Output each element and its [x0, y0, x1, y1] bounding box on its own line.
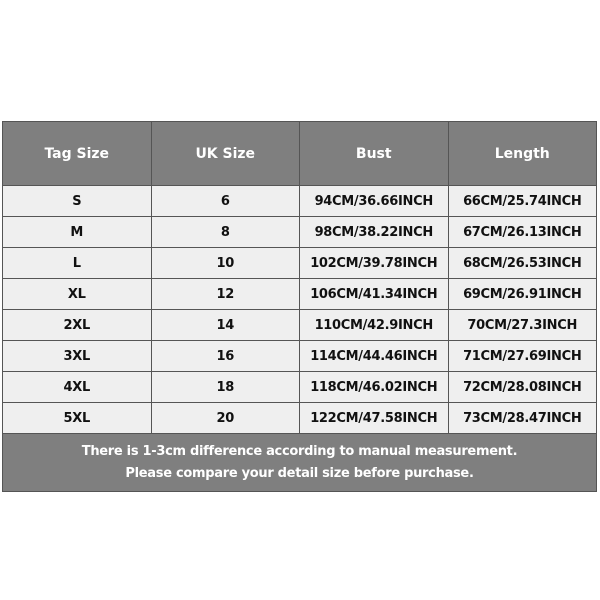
table-cell: 4XL — [2, 371, 152, 403]
table-cell: 10 — [150, 247, 300, 279]
table-cell: 72CM/28.08INCH — [447, 371, 597, 403]
measurement-note: There is 1-3cm difference according to m… — [2, 433, 597, 492]
table-row: 5XL 20 122CM/47.58INCH 73CM/28.47INCH — [2, 402, 597, 434]
table-cell: 73CM/28.47INCH — [447, 402, 597, 434]
table-cell: 69CM/26.91INCH — [447, 278, 597, 310]
table-cell: 106CM/41.34INCH — [299, 278, 449, 310]
table-cell: 6 — [150, 185, 300, 217]
table-cell: 70CM/27.3INCH — [447, 309, 597, 341]
table-cell: 71CM/27.69INCH — [447, 340, 597, 372]
column-header: Bust — [299, 121, 449, 186]
table-cell: 18 — [150, 371, 300, 403]
table-cell: 2XL — [2, 309, 152, 341]
column-header: UK Size — [150, 121, 300, 186]
table-cell: 66CM/25.74INCH — [447, 185, 597, 217]
table-cell: 110CM/42.9INCH — [299, 309, 449, 341]
note-line: Please compare your detail size before p… — [125, 465, 474, 481]
table-cell: 68CM/26.53INCH — [447, 247, 597, 279]
table-cell: 122CM/47.58INCH — [299, 402, 449, 434]
table-cell: M — [2, 216, 152, 248]
table-row: S 6 94CM/36.66INCH 66CM/25.74INCH — [2, 185, 597, 217]
footer-row: There is 1-3cm difference according to m… — [2, 433, 597, 492]
table-cell: S — [2, 185, 152, 217]
table-row: L 10 102CM/39.78INCH 68CM/26.53INCH — [2, 247, 597, 279]
note-line: There is 1-3cm difference according to m… — [81, 443, 518, 459]
table-row: 3XL 16 114CM/44.46INCH 71CM/27.69INCH — [2, 340, 597, 372]
size-chart-table: Tag Size UK Size Bust Length S 6 94CM/36.66IN… — [2, 121, 597, 492]
table-row: M 8 98CM/38.22INCH 67CM/26.13INCH — [2, 216, 597, 248]
table-cell: 5XL — [2, 402, 152, 434]
table-cell: 114CM/44.46INCH — [299, 340, 449, 372]
table-cell: 20 — [150, 402, 300, 434]
table-cell: 118CM/46.02INCH — [299, 371, 449, 403]
table-cell: XL — [2, 278, 152, 310]
table-cell: 67CM/26.13INCH — [447, 216, 597, 248]
table-cell: 16 — [150, 340, 300, 372]
table-cell: 102CM/39.78INCH — [299, 247, 449, 279]
table-row: 4XL 18 118CM/46.02INCH 72CM/28.08INCH — [2, 371, 597, 403]
table-cell: 14 — [150, 309, 300, 341]
column-header: Tag Size — [2, 121, 152, 186]
table-cell: 3XL — [2, 340, 152, 372]
header-row: Tag Size UK Size Bust Length — [2, 121, 597, 186]
table-cell: 8 — [150, 216, 300, 248]
table-row: XL 12 106CM/41.34INCH 69CM/26.91INCH — [2, 278, 597, 310]
table-cell: 12 — [150, 278, 300, 310]
table-cell: 94CM/36.66INCH — [299, 185, 449, 217]
table-cell: L — [2, 247, 152, 279]
table-cell: 98CM/38.22INCH — [299, 216, 449, 248]
column-header: Length — [447, 121, 597, 186]
table-row: 2XL 14 110CM/42.9INCH 70CM/27.3INCH — [2, 309, 597, 341]
